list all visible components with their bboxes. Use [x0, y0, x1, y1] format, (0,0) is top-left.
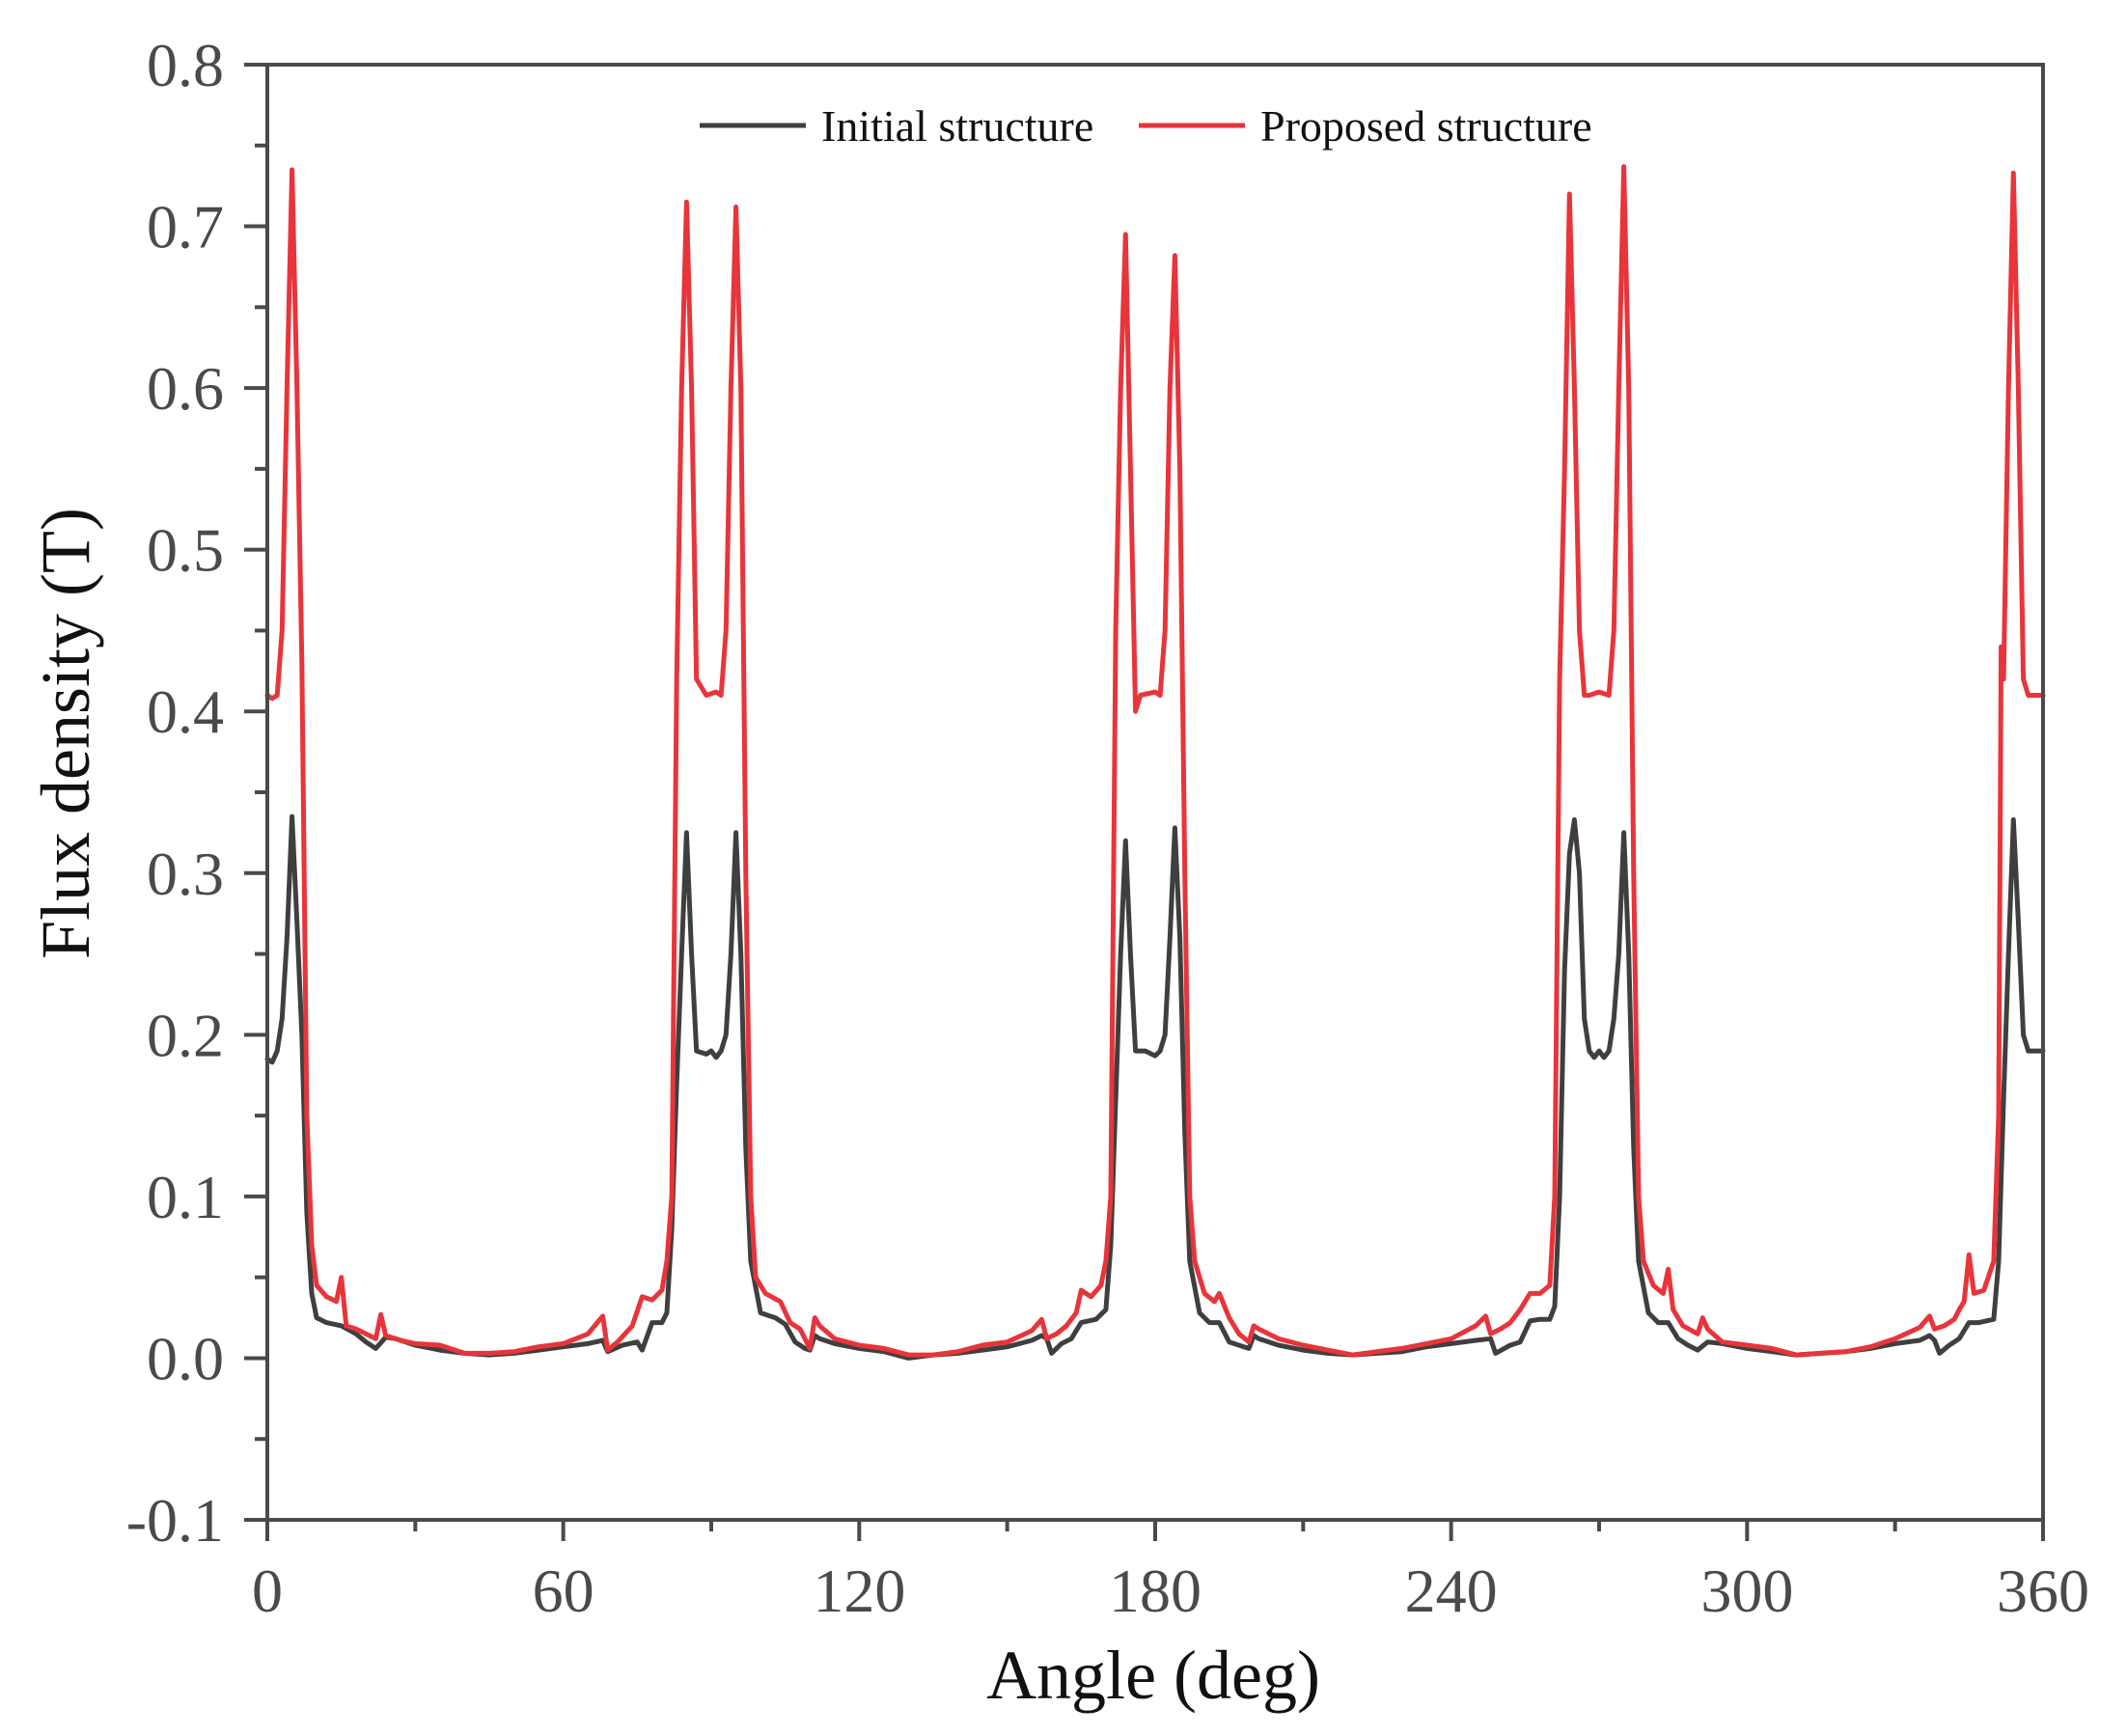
x-tick-label: 60: [533, 1557, 594, 1625]
y-tick-label: 0.6: [147, 354, 224, 423]
y-tick-label: 0.4: [147, 677, 224, 746]
tick-labels: 0 60 120 180 240 300 360 -0.1 0.0 0.1 0.2 0.3 0.4 0.5…: [126, 31, 2089, 1625]
x-tick-label: 0: [252, 1557, 283, 1625]
x-tick-label: 120: [813, 1557, 905, 1625]
x-tick-label: 240: [1405, 1557, 1498, 1625]
y-tick-label: 0.0: [147, 1324, 224, 1392]
ticks: [244, 63, 2045, 1541]
x-axis-title: Angle (deg): [986, 1637, 1320, 1714]
legend: Initial structure Proposed structure: [700, 101, 1592, 151]
y-axis-title: Flux density (T): [27, 508, 104, 959]
y-tick-label: 0.8: [147, 31, 224, 99]
x-tick-label: 360: [1997, 1557, 2089, 1625]
legend-label-proposed: Proposed structure: [1260, 101, 1592, 151]
x-tick-label: 300: [1700, 1557, 1793, 1625]
y-tick-label: 0.1: [147, 1163, 224, 1231]
x-tick-label: 180: [1109, 1557, 1202, 1625]
y-tick-label: 0.7: [147, 193, 224, 262]
plot-series: [264, 164, 2046, 1361]
y-tick-label: 0.2: [147, 1001, 224, 1069]
series-line-proposed: [264, 164, 2046, 1358]
y-tick-label: -0.1: [126, 1486, 224, 1555]
legend-label-initial: Initial structure: [821, 101, 1093, 151]
y-tick-label: 0.5: [147, 516, 224, 585]
y-tick-label: 0.3: [147, 840, 224, 908]
